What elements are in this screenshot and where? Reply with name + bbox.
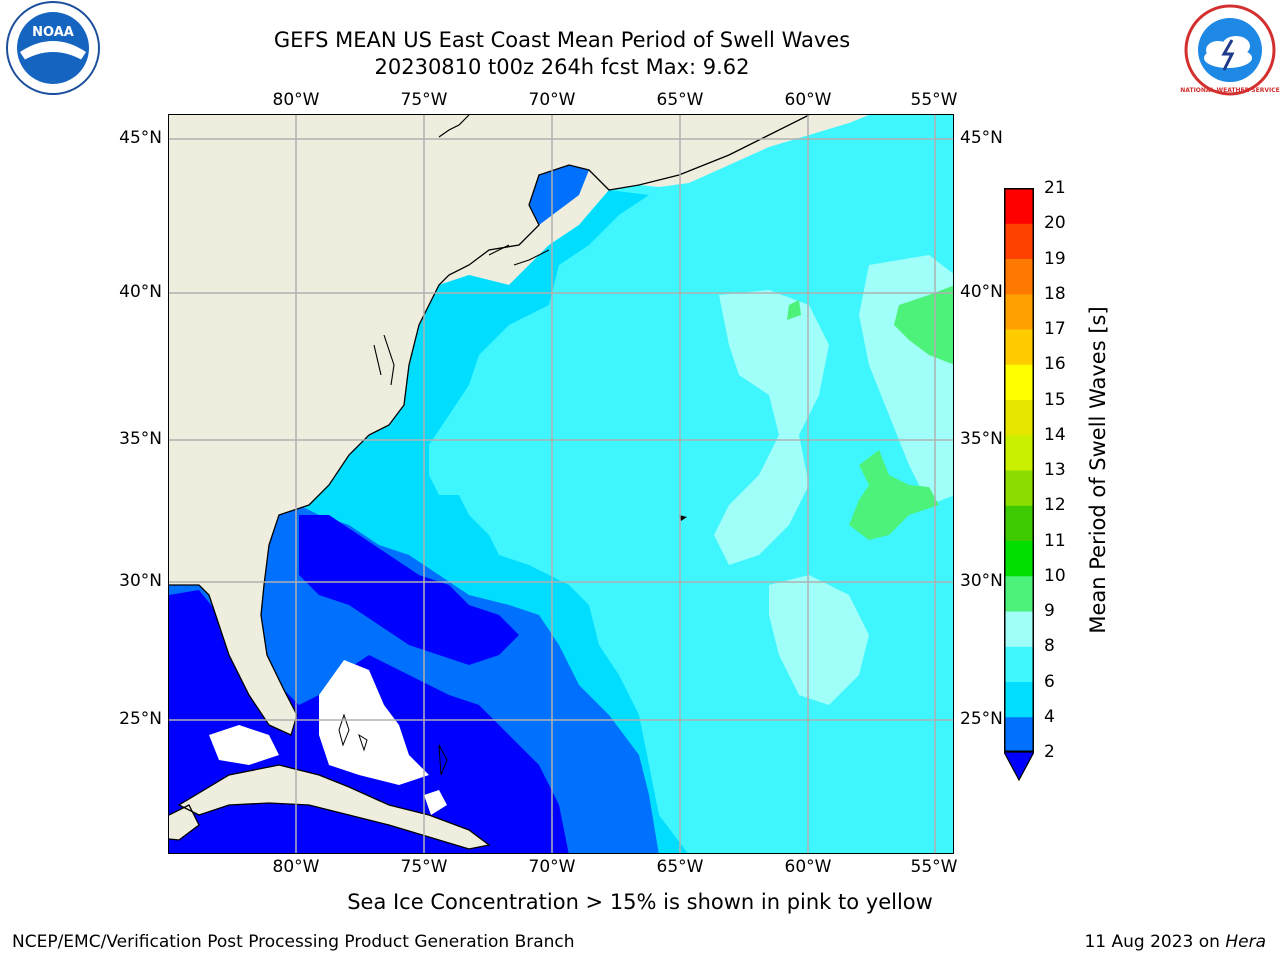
land-cuba [179, 765, 489, 849]
map-gridlines [169, 115, 953, 853]
map-panel [168, 114, 954, 854]
land-cuba-west [169, 805, 199, 840]
noaa-logo-text: NOAA [32, 25, 74, 40]
colorbar-segment [1004, 470, 1034, 506]
lon-label-top: 65°W [656, 90, 704, 110]
map-subtitle: 20230810 t00z 264h fcst Max: 9.62 [374, 55, 750, 79]
colorbar-segment [1004, 258, 1034, 295]
noaa-logo: NOAA [6, 1, 100, 95]
colorbar-tick-label: 16 [1044, 354, 1066, 375]
colorbar-segment [1004, 646, 1034, 682]
colorbar-tick-label: 12 [1044, 495, 1066, 516]
coastline [169, 804, 200, 841]
lon-label-top: 75°W [400, 90, 448, 110]
lat-label-left: 25°N [119, 709, 162, 729]
colorbar-tick-label: 8 [1044, 636, 1055, 657]
colorbar-segment [1004, 223, 1034, 259]
coastline [373, 334, 395, 386]
ocean-swell-8-9 [714, 290, 829, 565]
masked-area [424, 790, 447, 815]
ocean-swell-8-9 [769, 575, 869, 705]
lat-label-left: 35°N [119, 429, 162, 449]
colorbar-tick-label: 13 [1044, 460, 1066, 480]
island [679, 515, 687, 521]
lat-label-right: 40°N [960, 282, 1003, 302]
colorbar-segment [1004, 364, 1034, 400]
coastline [488, 244, 550, 266]
lon-label-top: 55°W [910, 90, 958, 110]
ocean-swell-9-10 [849, 450, 939, 540]
island [438, 744, 448, 776]
coastline [169, 115, 810, 736]
colorbar [1004, 188, 1034, 752]
land-north-america [169, 115, 809, 735]
lat-label-left: 30°N [119, 571, 162, 591]
colorbar-tick-label: 11 [1044, 530, 1066, 551]
colorbar-under-arrow [1004, 752, 1034, 782]
colorbar-segment [1004, 434, 1034, 471]
colorbar-segment [1004, 399, 1034, 436]
lat-label-right: 35°N [960, 429, 1003, 449]
ocean-swell-9-10 [787, 300, 801, 320]
colorbar-tick-label: 17 [1044, 319, 1066, 339]
lon-label-bottom: 80°W [272, 857, 320, 877]
colorbar-under-triangle [1004, 752, 1034, 782]
colorbar-segment [1004, 329, 1034, 365]
colorbar-segment [1004, 505, 1034, 541]
colorbar-segment [1004, 681, 1034, 718]
lat-label-left: 40°N [119, 282, 162, 302]
colorbar-tick-label: 9 [1044, 601, 1055, 621]
masked-area [319, 660, 429, 785]
lat-label-left: 45°N [119, 128, 162, 148]
coastline [177, 764, 491, 850]
lon-label-top: 70°W [528, 90, 576, 110]
credit-host: Hera [1225, 932, 1266, 952]
colorbar-segment [1004, 540, 1034, 577]
lon-label-bottom: 70°W [528, 857, 576, 877]
land-nova-scotia [639, 115, 869, 187]
colorbar-tick-label: 2 [1044, 742, 1055, 762]
colorbar-tick-label: 10 [1044, 565, 1066, 586]
colorbar-border [1004, 188, 1034, 752]
masked-area [209, 725, 279, 765]
colorbar-tick-label: 6 [1044, 671, 1055, 692]
lon-label-bottom: 65°W [656, 857, 704, 877]
island [338, 713, 350, 747]
lon-label-bottom: 55°W [910, 857, 958, 877]
credit-branch: NCEP/EMC/Verification Post Processing Pr… [12, 932, 575, 952]
colorbar-tick-label: 20 [1044, 213, 1066, 234]
lat-label-right: 25°N [960, 709, 1003, 729]
colorbar-tick-label: 18 [1044, 283, 1066, 304]
colorbar-tick-label: 14 [1044, 424, 1066, 445]
colorbar-title: Mean Period of Swell Waves [s] [1086, 306, 1110, 634]
lat-label-right: 45°N [960, 128, 1003, 148]
coastline [438, 115, 470, 138]
island [358, 733, 368, 752]
colorbar-segment [1004, 575, 1034, 612]
colorbar-tick-label: 21 [1044, 178, 1066, 198]
sea-ice-footnote-text: Sea Ice Concentration > 15% is shown in … [347, 890, 933, 914]
nws-logo: NATIONAL WEATHER SERVICE [1180, 4, 1280, 96]
ocean-swell-9-10 [894, 285, 953, 365]
nws-logo-text: NATIONAL WEATHER SERVICE [1180, 87, 1279, 94]
colorbar-segment [1004, 716, 1034, 752]
colorbar-segment [1004, 188, 1034, 224]
colorbar-tick-label: 19 [1044, 248, 1066, 269]
lat-label-right: 30°N [960, 571, 1003, 591]
ocean-swell-under-2 [299, 515, 519, 665]
swell-period-map [169, 115, 953, 853]
lon-label-bottom: 60°W [784, 857, 832, 877]
lon-label-top: 60°W [784, 90, 832, 110]
lon-label-top: 80°W [272, 90, 320, 110]
lon-label-bottom: 75°W [400, 857, 448, 877]
ocean-swell-2-4 [529, 165, 589, 225]
map-title: GEFS MEAN US East Coast Mean Period of S… [273, 28, 851, 52]
sea-ice-footnote: Sea Ice Concentration > 15% is shown in … [0, 890, 1280, 914]
colorbar-tick-label: 4 [1044, 706, 1055, 727]
colorbar-segment [1004, 293, 1034, 330]
colorbar-segment [1004, 611, 1034, 647]
credit-date-text: 11 Aug 2023 on [1084, 932, 1226, 952]
colorbar-tick-label: 15 [1044, 389, 1066, 410]
credit-date: 11 Aug 2023 on Hera [1084, 932, 1266, 952]
